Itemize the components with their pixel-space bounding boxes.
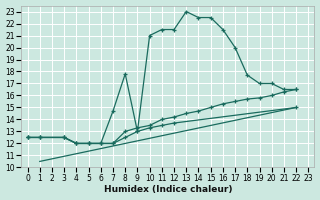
X-axis label: Humidex (Indice chaleur): Humidex (Indice chaleur) [104,185,232,194]
